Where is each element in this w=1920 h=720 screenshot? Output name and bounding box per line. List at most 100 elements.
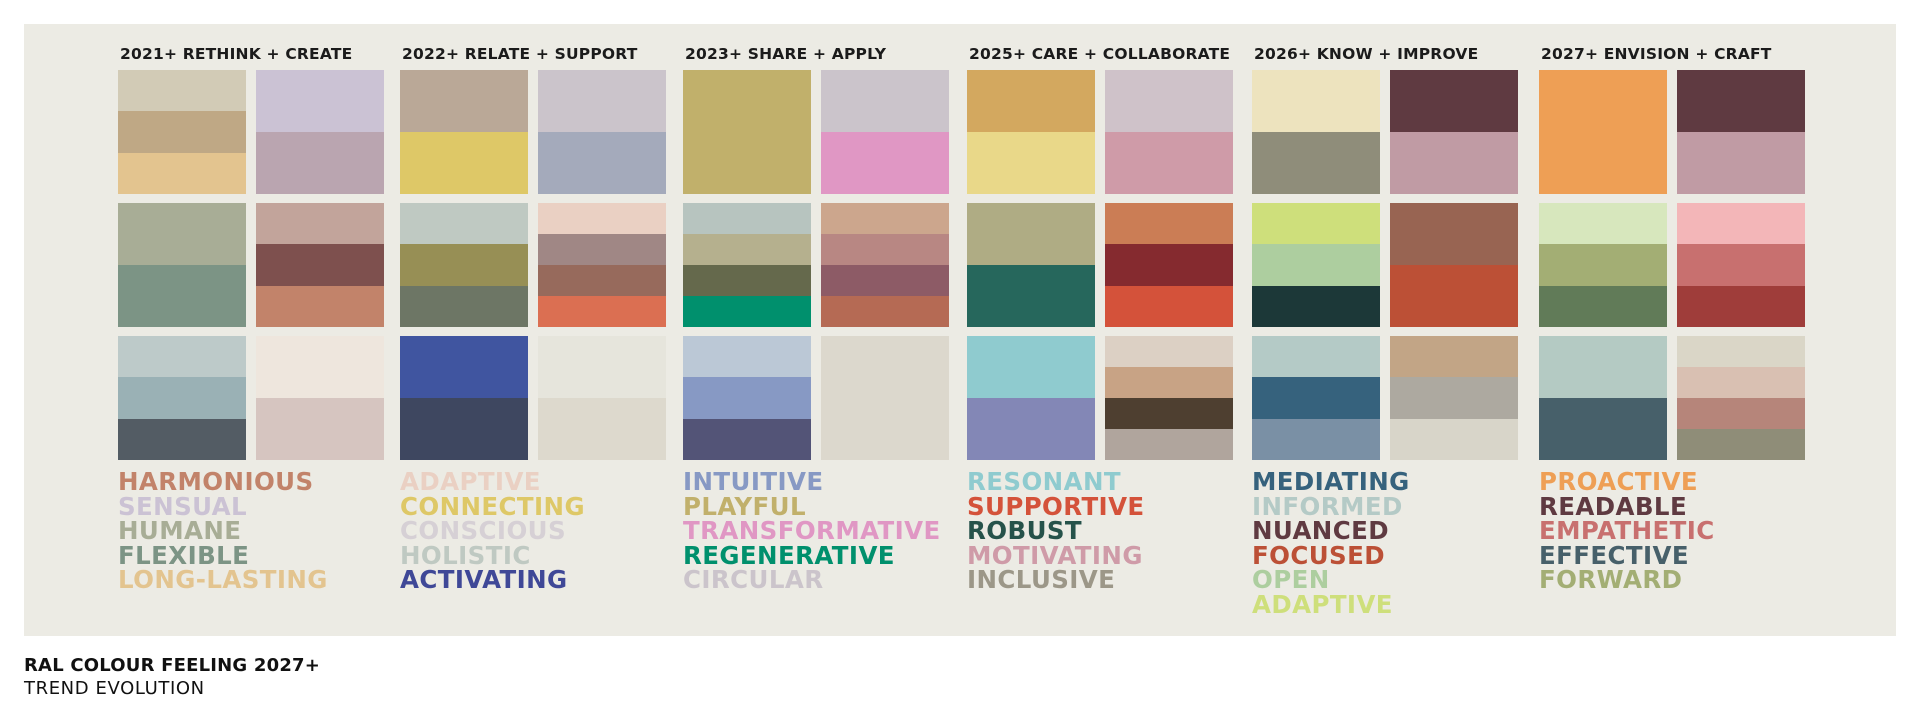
color-band: [118, 111, 246, 153]
color-swatch: [538, 203, 666, 327]
color-band: [967, 398, 1095, 460]
keyword: ADAPTIVE: [400, 467, 541, 496]
color-band: [1677, 285, 1805, 327]
color-band: [400, 285, 528, 327]
keyword: EFFECTIVE: [1539, 540, 1690, 570]
footer-subtitle: TREND EVOLUTION: [24, 678, 205, 699]
color-band: [118, 265, 246, 327]
color-band: [1677, 336, 1805, 367]
keyword-list: INTUITIVE PLAYFUL TRANSFORMATIVE REGENERATI…: [683, 469, 941, 595]
color-band: [1539, 203, 1667, 245]
color-band: [967, 132, 1095, 194]
color-band: [821, 296, 949, 327]
keyword: PROACTIVE: [1539, 467, 1699, 496]
keyword: HOLISTIC: [400, 540, 531, 570]
color-band: [1539, 336, 1667, 398]
color-band: [256, 70, 384, 132]
color-swatch: [683, 336, 811, 460]
color-band: [256, 132, 384, 194]
color-swatch: [1390, 203, 1518, 327]
keyword: FLEXIBLE: [118, 540, 250, 570]
color-band: [1677, 398, 1805, 429]
color-swatch: [118, 336, 246, 460]
color-band: [683, 234, 811, 265]
color-band: [1105, 336, 1233, 367]
keyword: NUANCED: [1252, 516, 1389, 546]
color-band: [1677, 70, 1805, 132]
color-band: [683, 296, 811, 327]
color-swatch: [118, 203, 246, 327]
color-swatch: [256, 203, 384, 327]
keyword: ACTIVATING: [400, 565, 568, 595]
color-swatch: [1252, 70, 1380, 194]
color-band: [821, 234, 949, 265]
color-band: [118, 418, 246, 460]
keyword: REGENERATIVE: [683, 540, 895, 570]
keyword-list: HARMONIOUS SENSUAL HUMANE FLEXIBLE LONG-LAST…: [118, 469, 328, 593]
color-swatch: [967, 203, 1095, 327]
group-2023: 2023+ SHARE + APPLY INTUITIVE PLAYFUL TRAN…: [683, 24, 949, 636]
color-swatch: [1252, 203, 1380, 327]
color-swatch: [1677, 70, 1805, 194]
color-swatch: [821, 336, 949, 460]
color-band: [1252, 285, 1380, 327]
keyword-list: ADAPTIVE CONNECTING CONSCIOUS HOLISTIC ACTIV…: [400, 467, 585, 595]
color-band: [1105, 398, 1233, 429]
color-band: [1390, 336, 1518, 378]
color-band: [1105, 285, 1233, 327]
color-band: [1539, 70, 1667, 194]
color-band: [683, 70, 811, 194]
color-band: [400, 70, 528, 132]
color-band: [1252, 336, 1380, 378]
color-band: [256, 398, 384, 460]
keyword: INCLUSIVE: [967, 565, 1116, 595]
group-2022: 2022+ RELATE + SUPPORT ADAPTIVE CONNECTIN…: [400, 24, 666, 636]
color-band: [1390, 203, 1518, 265]
color-swatch: [1105, 336, 1233, 460]
color-band: [538, 234, 666, 265]
color-band: [683, 336, 811, 378]
color-swatch: [1677, 203, 1805, 327]
color-band: [967, 203, 1095, 265]
group-title: 2022+ RELATE + SUPPORT: [402, 45, 638, 63]
color-band: [538, 70, 666, 132]
color-band: [400, 398, 528, 460]
color-swatch: [1252, 336, 1380, 460]
color-band: [400, 244, 528, 286]
color-band: [256, 285, 384, 327]
color-band: [1105, 132, 1233, 194]
keyword-list: RESONANT SUPPORTIVE ROBUST MOTIVATING INCLUS…: [967, 469, 1145, 595]
color-swatch: [967, 336, 1095, 460]
footer-title: RAL COLOUR FEELING 2027+: [24, 655, 321, 676]
color-swatch: [256, 70, 384, 194]
keyword: PLAYFUL: [683, 491, 806, 521]
color-swatch: [1539, 336, 1667, 460]
color-band: [1390, 70, 1518, 132]
color-band: [1252, 132, 1380, 194]
color-band: [1677, 132, 1805, 194]
color-swatch: [683, 203, 811, 327]
color-swatch: [538, 70, 666, 194]
color-band: [1539, 398, 1667, 460]
color-swatch: [400, 203, 528, 327]
color-band: [118, 70, 246, 112]
color-band: [538, 296, 666, 327]
color-band: [821, 265, 949, 296]
keyword-list: MEDIATING INFORMED NUANCED FOCUSED OPEN ADAPT…: [1252, 469, 1410, 618]
color-band: [821, 203, 949, 234]
keyword: SUPPORTIVE: [967, 491, 1145, 521]
color-band: [1105, 244, 1233, 286]
color-band: [538, 265, 666, 296]
color-swatch: [1539, 203, 1667, 327]
keyword: CIRCULAR: [683, 565, 824, 595]
keyword: HUMANE: [118, 516, 242, 546]
keyword: TRANSFORMATIVE: [683, 516, 941, 546]
keyword: INFORMED: [1252, 491, 1403, 521]
group-2027: 2027+ ENVISION + CRAFT PROACTIVE READABLE…: [1539, 24, 1805, 636]
group-title: 2021+ RETHINK + CREATE: [120, 45, 353, 63]
group-2025: 2025+ CARE + COLLABORATE RESONANT SUPPORT…: [967, 24, 1233, 636]
color-swatch: [1539, 70, 1667, 194]
color-swatch: [538, 336, 666, 460]
color-band: [1677, 429, 1805, 460]
group-title: 2026+ KNOW + IMPROVE: [1254, 45, 1479, 63]
